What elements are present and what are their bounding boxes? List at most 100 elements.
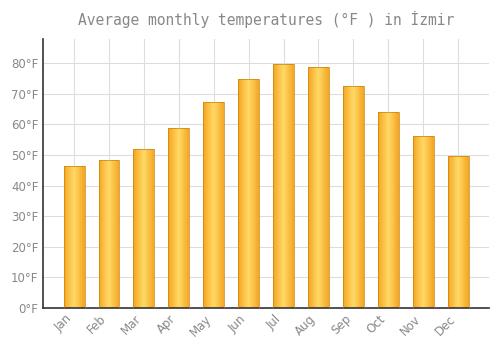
Bar	[327, 67, 328, 308]
Bar	[386, 112, 387, 308]
Bar	[151, 149, 152, 308]
Bar	[169, 127, 170, 308]
Bar	[64, 166, 65, 308]
Bar	[250, 79, 251, 308]
Bar	[393, 112, 394, 308]
Bar	[187, 127, 188, 308]
Bar	[413, 136, 414, 308]
Bar	[136, 149, 137, 308]
Bar	[243, 79, 244, 308]
Bar	[72, 166, 74, 308]
Bar	[170, 127, 171, 308]
Bar	[241, 79, 242, 308]
Bar	[283, 64, 284, 308]
Bar	[67, 166, 68, 308]
Bar	[75, 166, 76, 308]
Bar	[460, 156, 461, 308]
Bar	[112, 161, 113, 308]
Bar	[215, 102, 216, 308]
Bar	[461, 156, 462, 308]
Bar	[286, 64, 287, 308]
Bar	[119, 161, 120, 308]
Bar	[416, 136, 417, 308]
Bar	[378, 112, 399, 308]
Bar	[452, 156, 454, 308]
Bar	[276, 64, 278, 308]
Bar	[168, 127, 190, 308]
Bar	[77, 166, 78, 308]
Bar	[378, 112, 379, 308]
Bar	[64, 166, 84, 308]
Bar	[253, 79, 254, 308]
Bar	[354, 86, 355, 308]
Bar	[174, 127, 176, 308]
Bar	[423, 136, 424, 308]
Bar	[450, 156, 451, 308]
Bar	[152, 149, 153, 308]
Bar	[451, 156, 452, 308]
Bar	[315, 67, 316, 308]
Bar	[312, 67, 313, 308]
Bar	[360, 86, 361, 308]
Bar	[448, 156, 468, 308]
Title: Average monthly temperatures (°F ) in İzmir: Average monthly temperatures (°F ) in İz…	[78, 11, 454, 28]
Bar	[287, 64, 288, 308]
Bar	[168, 127, 169, 308]
Bar	[317, 67, 318, 308]
Bar	[113, 161, 114, 308]
Bar	[179, 127, 180, 308]
Bar	[384, 112, 385, 308]
Bar	[357, 86, 358, 308]
Bar	[432, 136, 433, 308]
Bar	[185, 127, 186, 308]
Bar	[382, 112, 384, 308]
Bar	[282, 64, 283, 308]
Bar	[458, 156, 459, 308]
Bar	[213, 102, 214, 308]
Bar	[143, 149, 144, 308]
Bar	[181, 127, 182, 308]
Bar	[288, 64, 289, 308]
Bar	[146, 149, 148, 308]
Bar	[392, 112, 393, 308]
Bar	[308, 67, 310, 308]
Bar	[308, 67, 329, 308]
Bar	[83, 166, 84, 308]
Bar	[100, 161, 102, 308]
Bar	[246, 79, 248, 308]
Bar	[313, 67, 314, 308]
Bar	[68, 166, 69, 308]
Bar	[391, 112, 392, 308]
Bar	[394, 112, 396, 308]
Bar	[238, 79, 239, 308]
Bar	[314, 67, 315, 308]
Bar	[207, 102, 208, 308]
Bar	[188, 127, 190, 308]
Bar	[182, 127, 183, 308]
Bar	[285, 64, 286, 308]
Bar	[204, 102, 206, 308]
Bar	[212, 102, 213, 308]
Bar	[142, 149, 143, 308]
Bar	[379, 112, 380, 308]
Bar	[70, 166, 72, 308]
Bar	[102, 161, 104, 308]
Bar	[139, 149, 140, 308]
Bar	[459, 156, 460, 308]
Bar	[284, 64, 285, 308]
Bar	[222, 102, 223, 308]
Bar	[322, 67, 324, 308]
Bar	[105, 161, 106, 308]
Bar	[218, 102, 220, 308]
Bar	[109, 161, 110, 308]
Bar	[258, 79, 259, 308]
Bar	[153, 149, 154, 308]
Bar	[389, 112, 390, 308]
Bar	[456, 156, 457, 308]
Bar	[280, 64, 281, 308]
Bar	[430, 136, 431, 308]
Bar	[251, 79, 252, 308]
Bar	[99, 161, 100, 308]
Bar	[324, 67, 325, 308]
Bar	[289, 64, 290, 308]
